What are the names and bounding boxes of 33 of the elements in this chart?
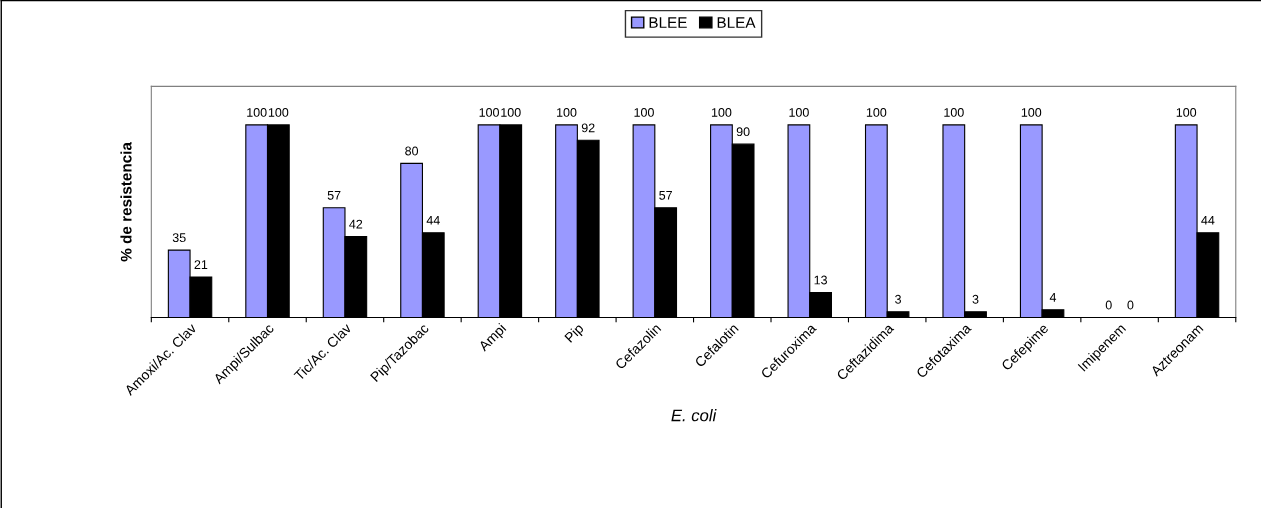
x-tick-label: Pip [563,322,587,345]
data-label: 4 [1049,293,1057,302]
data-label: 80 [405,146,419,156]
data-label: 100 [1021,108,1042,117]
data-label: 100 [634,108,654,117]
data-label: 44 [426,216,440,225]
data-label: 35 [172,233,186,243]
data-label: 100 [944,108,964,117]
data-label: 100 [479,108,499,117]
data-label: 3 [972,294,979,304]
data-label: 92 [581,123,595,133]
data-label: 100 [501,108,521,117]
data-label: 100 [247,108,267,117]
data-label: 100 [557,108,577,117]
data-label: 3 [895,294,901,304]
x-axis-title: E. coli [671,409,717,422]
data-label: 57 [327,190,341,200]
data-label: 13 [814,275,827,285]
data-label: 0 [1105,300,1112,310]
legend-label: BLEE [649,17,687,28]
data-label: 100 [711,108,732,117]
data-label: 100 [268,108,289,117]
data-label: 0 [1127,300,1134,310]
data-label: 100 [866,108,887,117]
legend-label: BLEA [717,17,756,28]
data-label: 100 [789,108,809,117]
data-label: 90 [736,127,750,137]
data-label: 21 [194,260,208,269]
data-label: 57 [659,190,672,200]
data-label: 100 [1176,108,1197,117]
data-label: 42 [349,219,363,229]
y-axis-title: % de resistencia [120,141,132,262]
data-label: 44 [1201,216,1215,225]
